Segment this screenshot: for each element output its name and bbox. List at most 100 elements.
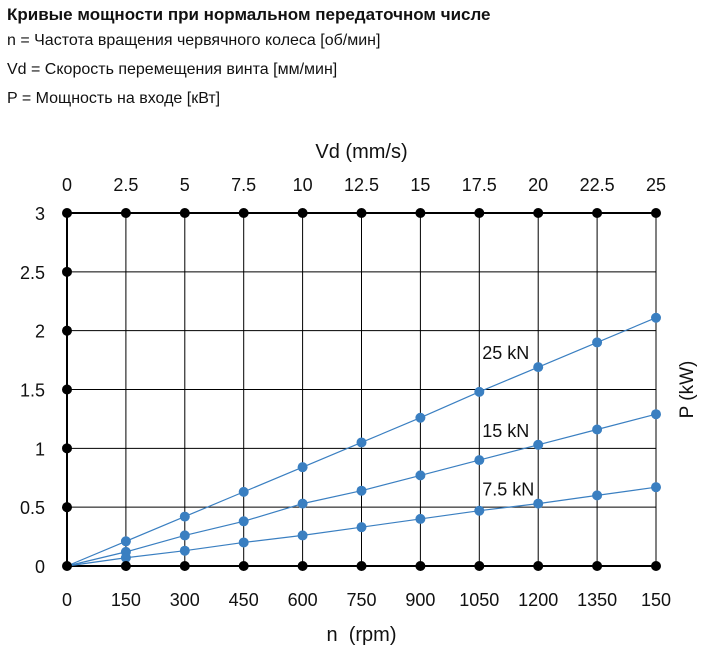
top-tick-label: 12.5 [344, 175, 379, 195]
series-point [179, 530, 190, 541]
series-point [651, 482, 661, 493]
series-label: 7.5 kN [482, 480, 534, 500]
series [66, 312, 661, 567]
series-point [592, 490, 603, 501]
bottom-grid-point [533, 561, 544, 571]
series-point [533, 498, 544, 509]
bottom-tick-label: 450 [229, 590, 259, 610]
top-grid-point [62, 208, 72, 218]
bottom-grid-point [120, 561, 131, 571]
series-point [179, 511, 190, 522]
series-point [356, 485, 367, 496]
series-point [415, 513, 426, 524]
legend-line-vd: Vd = Скорость перемещения винта [мм/мин] [7, 61, 338, 78]
bottom-tick-label: 1350 [577, 590, 617, 610]
chart-text: Vd (mm/s) n (rpm) P (kW) 25 kN 15 kN 7.5 k… [20, 141, 698, 646]
bottom-grid-point [474, 561, 485, 571]
series-point [120, 552, 131, 563]
top-grid-point [297, 208, 308, 218]
series-point [651, 409, 661, 420]
top-tick-label: 0 [62, 175, 72, 195]
y-tick-label: 1 [35, 439, 45, 459]
top-grid-point [533, 208, 544, 218]
bottom-tick-label: 600 [288, 590, 318, 610]
series-point [238, 516, 249, 527]
series-point [179, 545, 190, 556]
series-point [356, 437, 367, 448]
top-grid-point [120, 208, 131, 218]
top-tick-label: 17.5 [462, 175, 497, 195]
series-point [592, 424, 603, 435]
y-tick-label: 2.5 [20, 263, 45, 283]
series-point [356, 522, 367, 533]
bottom-grid-point [238, 561, 249, 571]
grid-points [62, 208, 661, 571]
legend-line-p: P = Мощность на входе [кВт] [7, 90, 221, 107]
left-grid-point [62, 502, 72, 513]
bottom-tick-label: 150 [111, 590, 141, 610]
top-tick-label: 2.5 [113, 175, 138, 195]
y-axis-label: P (kW) [677, 361, 698, 419]
top-tick-label: 5 [180, 175, 190, 195]
bottom-tick-label: 0 [62, 590, 72, 610]
top-tick-label: 25 [646, 175, 666, 195]
series-point [415, 412, 426, 423]
series-point [474, 505, 485, 516]
top-grid-point [356, 208, 367, 218]
top-tick-label: 10 [293, 175, 313, 195]
bottom-tick-label: 300 [170, 590, 200, 610]
bottom-tick-label: 1200 [518, 590, 558, 610]
left-grid-point [62, 266, 72, 277]
series-point [533, 362, 544, 373]
series-point [533, 439, 544, 450]
series-point [592, 337, 603, 348]
header: Кривые мощности при нормальном передаточ… [7, 4, 491, 117]
grid [66, 212, 657, 567]
top-grid-point [238, 208, 249, 218]
series-point [297, 498, 308, 509]
y-tick-label: 1.5 [20, 381, 45, 401]
y-tick-label: 2 [35, 322, 45, 342]
top-tick-label: 15 [410, 175, 430, 195]
bottom-tick-label: 900 [405, 590, 435, 610]
series-label: 15 kN [482, 421, 529, 441]
legend-line-n: n = Частота вращения червячного колеса [… [7, 32, 381, 49]
series-point [651, 312, 661, 323]
top-grid-point [651, 208, 661, 218]
bottom-tick-label: 150 [641, 590, 671, 610]
top-tick-label: 22.5 [580, 175, 615, 195]
y-tick-label: 3 [35, 204, 45, 224]
series-point [238, 537, 249, 548]
bottom-tick-label: 750 [346, 590, 376, 610]
top-grid-point [179, 208, 190, 218]
top-grid-point [592, 208, 603, 218]
left-grid-point [62, 443, 72, 454]
top-grid-point [415, 208, 426, 218]
y-tick-label: 0.5 [20, 498, 45, 518]
bottom-grid-point [592, 561, 603, 571]
bottom-grid-point [179, 561, 190, 571]
series-point [297, 530, 308, 541]
bottom-grid-point [62, 561, 72, 571]
bottom-grid-point [651, 561, 661, 571]
bottom-grid-point [297, 561, 308, 571]
series-point [474, 455, 485, 466]
bottom-grid-point [356, 561, 367, 571]
bottom-tick-label: 1050 [459, 590, 499, 610]
bottom-grid-point [415, 561, 426, 571]
series-point [238, 486, 249, 497]
top-tick-label: 7.5 [231, 175, 256, 195]
top-tick-label: 20 [528, 175, 548, 195]
series-label: 25 kN [482, 343, 529, 363]
series-point [474, 386, 485, 397]
series-point [415, 470, 426, 481]
left-grid-point [62, 384, 72, 395]
top-grid-point [474, 208, 485, 218]
bottom-axis-label: n (rpm) [327, 624, 397, 646]
series-point [120, 536, 131, 547]
page-title: Кривые мощности при нормальном передаточ… [7, 5, 491, 24]
left-grid-point [62, 325, 72, 336]
series-point [297, 462, 308, 473]
y-tick-label: 0 [35, 557, 45, 577]
